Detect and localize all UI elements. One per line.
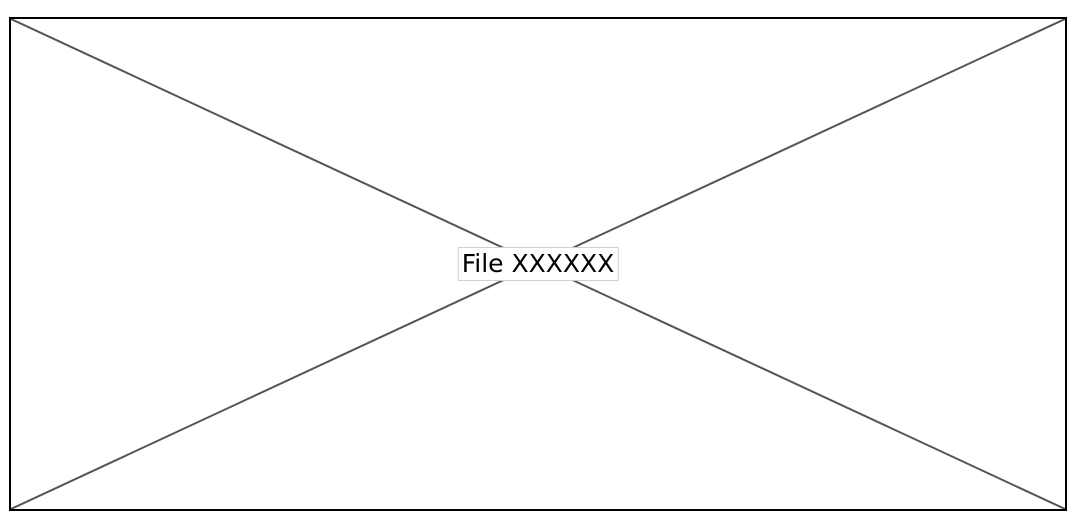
image-placeholder: File XXXXXX <box>9 17 1067 511</box>
placeholder-file-label: File XXXXXX <box>457 247 619 281</box>
